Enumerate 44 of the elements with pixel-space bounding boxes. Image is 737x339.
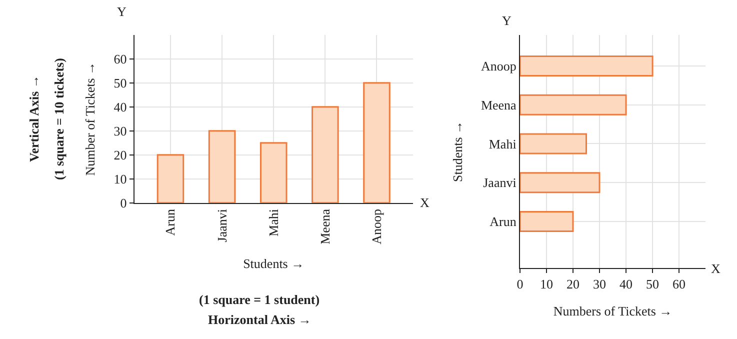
y-tick-label: 10 — [114, 171, 127, 186]
x-tick-label: 40 — [620, 276, 633, 292]
text: X — [711, 261, 721, 276]
bar — [363, 82, 390, 203]
x-tick-label: 30 — [593, 276, 606, 292]
x-tick-label: Meena — [317, 208, 332, 244]
y-tick-label: Anoop — [480, 58, 516, 74]
text: (1 square = 10 tickets) — [51, 58, 66, 180]
y-tick-label: 20 — [114, 147, 127, 162]
bar — [520, 133, 587, 154]
x-tick-label: Anoop — [368, 209, 384, 244]
bar — [260, 142, 288, 203]
bar — [156, 154, 184, 203]
x-tick-label: 10 — [540, 276, 553, 292]
x-tick-label: Mahi — [266, 208, 281, 236]
text: Vertical Axis → — [26, 75, 42, 162]
bar — [520, 172, 600, 194]
y-tick-label: Jaanvi — [483, 175, 517, 190]
bar — [312, 106, 339, 203]
bar — [208, 130, 236, 203]
text: Y — [117, 4, 127, 19]
x-tick-label: Jaanvi — [214, 208, 230, 242]
y-tick-label: Mahi — [488, 136, 517, 152]
x-axis-title: Students → — [243, 256, 304, 272]
bar — [520, 94, 627, 116]
y-tick-label: 40 — [114, 99, 127, 114]
y-axis-title: Students → — [450, 120, 465, 182]
text: Y — [502, 13, 512, 28]
text: Horizontal Axis → — [208, 312, 312, 327]
x-axis-title: Numbers of Tickets → — [553, 303, 672, 318]
x-tick-label: 20 — [566, 276, 580, 292]
x-tick-label: 60 — [672, 276, 686, 292]
y-tick-label: 60 — [114, 51, 127, 66]
text: (1 square = 1 student) — [199, 292, 320, 307]
y-tick-label: 30 — [114, 123, 127, 138]
bar — [520, 211, 574, 232]
y-tick-label: 0 — [120, 195, 127, 210]
bar — [520, 56, 654, 76]
x-tick-label: 50 — [646, 276, 660, 292]
y-axis-title: Number of Tickets → — [82, 62, 98, 176]
y-tick-label: 50 — [114, 75, 127, 90]
y-tick-label: Meena — [480, 97, 517, 112]
x-tick-label: Arun — [162, 208, 178, 236]
text: X — [420, 195, 430, 210]
